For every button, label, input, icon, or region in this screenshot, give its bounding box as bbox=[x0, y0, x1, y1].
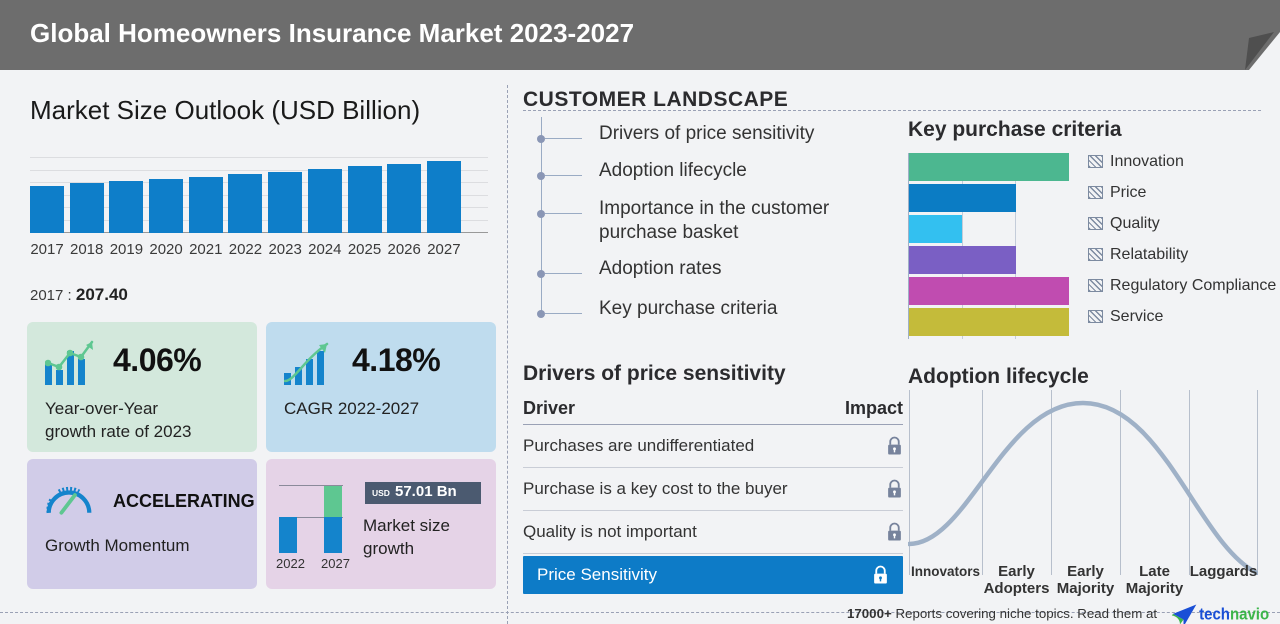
svg-text:technavio: technavio bbox=[1199, 605, 1269, 624]
